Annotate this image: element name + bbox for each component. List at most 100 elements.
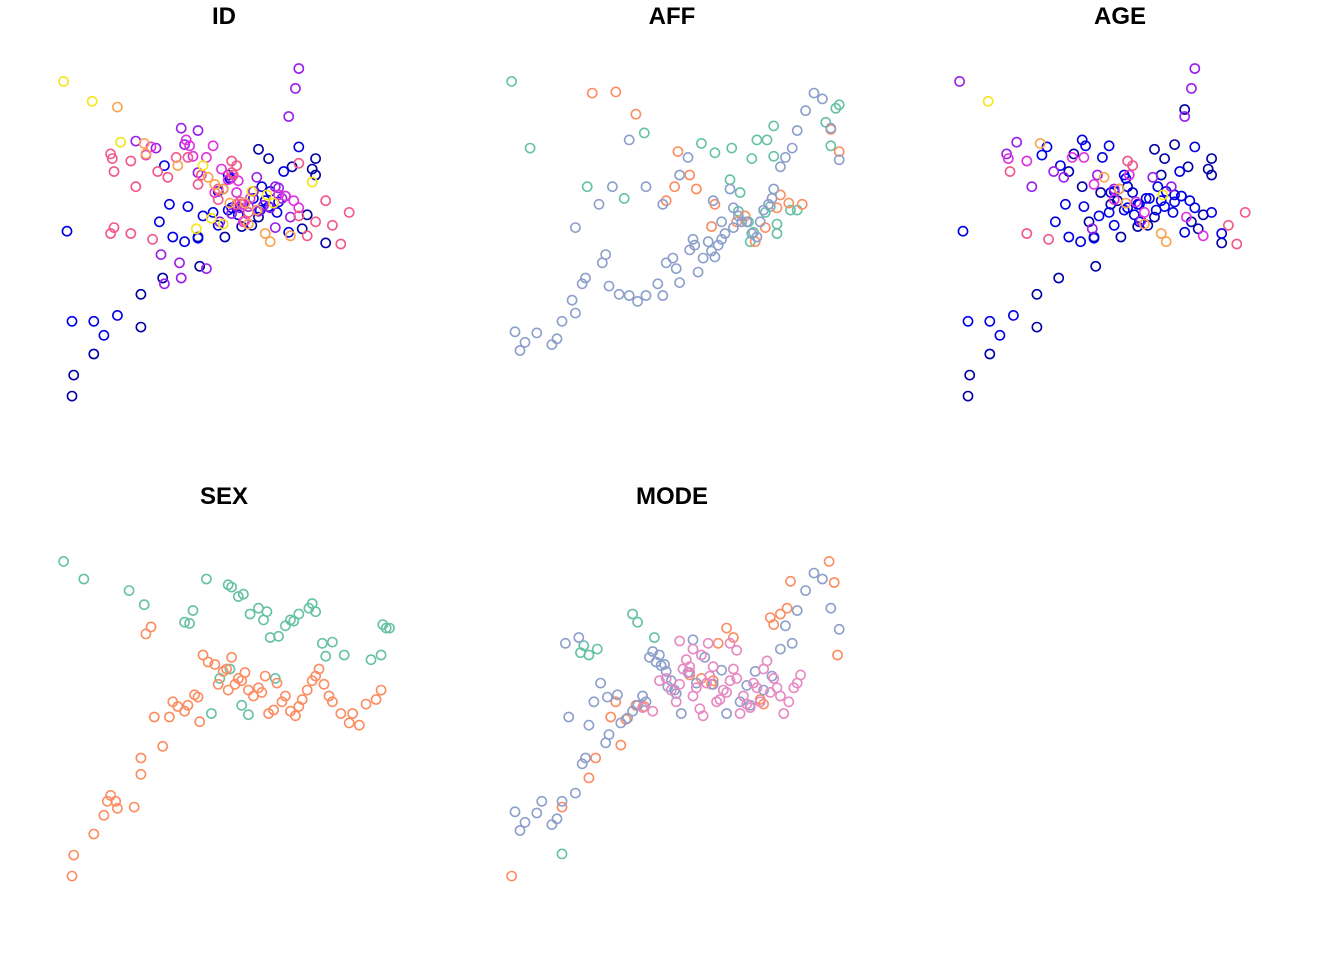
scatter-point-aff-level-2	[796, 198, 808, 210]
scatter-point-mode-level-4	[728, 663, 739, 675]
scatter-point-aff-level-3	[674, 277, 685, 288]
scatter-point-sex-level-1	[58, 556, 69, 567]
scatter-point-aff-level-3	[566, 294, 578, 306]
scatter-point-sex-level-2	[335, 708, 347, 719]
scatter-point-mode-level-3	[786, 637, 798, 649]
scatter-point-aff-level-1	[825, 140, 837, 152]
scatter-point-id-group-5	[108, 166, 120, 177]
scatter-point-id-group-4	[187, 150, 199, 162]
scatter-point-mode-level-4	[783, 696, 795, 708]
scatter-point-sex-level-2	[221, 663, 232, 675]
scatter-point-id-group-2	[98, 329, 110, 341]
scatter-point-id-group-1	[88, 348, 100, 360]
scatter-point-id-group-6	[264, 236, 276, 248]
scatter-point-aff-level-1	[833, 99, 845, 111]
scatter-point-id-group-7	[246, 185, 258, 197]
scatter-point-id-group-3	[179, 139, 190, 150]
scatter-point-age-bin-2	[1152, 181, 1164, 193]
scatter-point-age-bin-6	[1098, 171, 1110, 183]
scatter-point-age-bin-6	[1160, 236, 1172, 248]
scatter-point-aff-level-2	[660, 195, 672, 207]
scatter-point-id-group-3	[192, 125, 204, 136]
scatter-point-sex-level-2	[259, 670, 271, 682]
scatter-point-aff-level-3	[531, 327, 543, 339]
scatter-point-aff-level-3	[800, 105, 811, 117]
scatter-point-age-bin-3	[1026, 181, 1038, 193]
scatter-point-aff-level-2	[739, 210, 751, 222]
scatter-point-id-group-6	[172, 160, 184, 171]
scatter-point-mode-level-2	[506, 870, 517, 882]
scatter-point-mode-level-1	[578, 640, 590, 651]
scatter-point-id-group-3	[251, 171, 263, 183]
scatter-point-age-bin-2	[1103, 206, 1115, 218]
scatter-point-age-bin-1	[1206, 153, 1217, 164]
scatter-point-age-bin-2	[1036, 149, 1048, 161]
panel-title-aff: AFF	[649, 3, 696, 30]
scatter-point-sex-level-2	[135, 768, 147, 780]
scatter-point-aff-level-3	[613, 288, 625, 300]
scatter-point-id-group-7	[306, 176, 318, 188]
scatter-point-sex-level-1	[380, 622, 392, 634]
scatter-point-aff-level-2	[684, 169, 696, 181]
scatter-point-id-group-2	[61, 225, 73, 237]
panel-id: ID	[58, 3, 355, 402]
scatter-point-mode-level-3	[800, 585, 811, 596]
scatter-point-age-bin-2	[1050, 216, 1061, 228]
scatter-point-id-group-1	[135, 321, 147, 333]
scatter-point-id-group-6	[209, 178, 221, 190]
scatter-point-id-group-2	[247, 192, 259, 204]
scatter-point-id-group-2	[207, 206, 219, 218]
scatter-point-id-group-1	[310, 153, 321, 164]
scatter-point-id-group-2	[66, 315, 78, 327]
scatter-point-sex-level-2	[202, 656, 214, 668]
scatter-point-sex-level-2	[128, 801, 140, 813]
scatter-point-age-bin-1	[1192, 223, 1204, 235]
scatter-point-age-bin-2	[1140, 192, 1152, 204]
scatter-point-mode-level-3	[531, 807, 543, 819]
scatter-point-age-bin-1	[1149, 211, 1160, 223]
scatter-point-age-bin-2	[1118, 169, 1130, 181]
scatter-point-mode-level-3	[580, 752, 591, 764]
scatter-point-age-bin-5	[1004, 166, 1016, 177]
scatter-point-aff-level-3	[692, 266, 704, 278]
scatter-point-aff-level-2	[731, 216, 743, 228]
scatter-point-id-group-4	[279, 190, 291, 202]
scatter-point-mode-level-3	[563, 711, 575, 723]
scatter-point-mode-level-1	[591, 643, 603, 655]
scatter-point-age-bin-1	[1206, 169, 1217, 181]
scatter-point-id-group-4	[237, 216, 249, 228]
scatter-point-age-bin-2	[1176, 190, 1187, 202]
scatter-point-mode-level-4	[647, 705, 659, 717]
scatter-point-mode-level-4	[744, 702, 756, 713]
scatter-point-mode-level-3	[612, 689, 623, 701]
scatter-point-id-group-1	[66, 390, 78, 402]
scatter-point-aff-level-3	[640, 181, 652, 193]
scatter-point-id-group-3	[158, 278, 170, 290]
scatter-point-aff-level-1	[696, 137, 707, 149]
scatter-point-mode-level-3	[675, 708, 687, 719]
scatter-point-age-bin-1	[1053, 272, 1065, 284]
scatter-point-age-bin-2	[1097, 151, 1108, 163]
scatter-point-sex-level-1	[205, 708, 217, 719]
scatter-point-aff-level-3	[509, 326, 521, 338]
scatter-point-aff-level-3	[514, 345, 526, 356]
scatter-point-aff-level-3	[712, 239, 724, 251]
scatter-point-sex-level-2	[179, 705, 190, 717]
scatter-point-sex-level-1	[226, 581, 237, 593]
scatter-point-age-bin-2	[1155, 195, 1167, 207]
scatter-point-sex-level-1	[288, 615, 300, 627]
scatter-point-id-group-5	[227, 169, 239, 181]
scatter-point-mode-level-3	[602, 691, 613, 703]
scatter-point-age-bin-2	[1075, 236, 1086, 248]
scatter-point-age-bin-5	[1231, 238, 1243, 250]
scatter-point-aff-level-1	[709, 147, 721, 159]
scatter-point-sex-level-1	[273, 630, 284, 642]
scatter-point-mode-level-3	[622, 712, 633, 724]
scatter-point-aff-level-1	[581, 181, 593, 193]
scatter-point-sex-level-2	[163, 711, 175, 723]
scatter-point-sex-level-2	[276, 696, 288, 708]
scatter-point-id-group-7	[86, 95, 98, 107]
scatter-point-mode-level-3	[560, 637, 571, 649]
scatter-point-mode-level-4	[696, 649, 707, 661]
scatter-point-mode-level-2	[728, 632, 739, 643]
